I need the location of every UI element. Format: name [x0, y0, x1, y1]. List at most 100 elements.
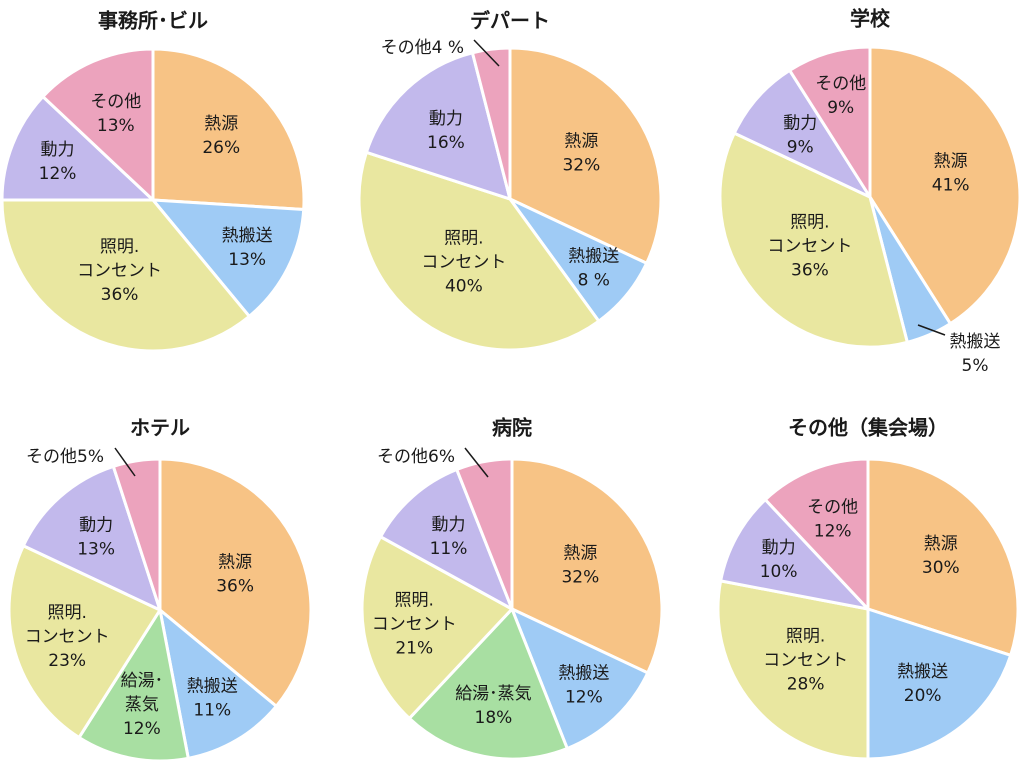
pie-slice — [470, 46, 512, 201]
pie-slice — [41, 47, 155, 202]
slice-label: 給湯･蒸気 — [455, 684, 532, 704]
slice-label: 照明. — [395, 590, 434, 610]
slice-value: 18% — [475, 708, 513, 728]
slice-label: 熱源 — [924, 534, 958, 554]
pie-slice — [158, 608, 278, 760]
slice-value: 16% — [427, 133, 465, 153]
slice-label: 蒸気 — [125, 695, 159, 715]
slice-value: 32% — [561, 568, 599, 588]
pie-slice — [379, 468, 514, 611]
pie-slice — [510, 457, 664, 675]
pie-slice — [788, 45, 872, 199]
slice-value: 8 % — [578, 270, 610, 290]
slice-value: 12% — [39, 164, 77, 184]
slice-label: 熱搬送 — [950, 332, 1001, 352]
slice-label: その他 — [807, 498, 858, 518]
slice-label: 熱源 — [218, 553, 252, 573]
slice-label: 照明. — [790, 213, 829, 233]
slice-label: その他5% — [26, 447, 104, 467]
chart-title: 学校 — [850, 7, 891, 31]
slice-label: 熱搬送 — [568, 246, 619, 266]
slice-value: 5% — [962, 356, 989, 376]
slice-value: 28% — [787, 675, 825, 695]
chart-title: その他（集会場） — [788, 416, 948, 440]
slice-value: 13% — [77, 540, 115, 560]
slice-value: 13% — [97, 116, 135, 136]
pie-slice — [364, 51, 512, 201]
pie-slice — [407, 607, 569, 761]
pie-slice — [718, 131, 909, 349]
slice-value: 30% — [922, 558, 960, 578]
slice-label: 熱搬送 — [897, 662, 948, 682]
pie-slice — [716, 579, 870, 761]
slice-label: その他6% — [377, 447, 455, 467]
slice-label: 熱源 — [204, 114, 238, 134]
slice-label: 熱搬送 — [558, 664, 609, 684]
slice-label: 熱源 — [564, 132, 598, 152]
pie-slice — [866, 457, 1020, 657]
slice-label: その他 — [815, 74, 866, 94]
slice-label: その他 — [90, 92, 141, 112]
chart-title: デパート — [470, 9, 550, 33]
pie-slice — [510, 607, 650, 750]
leader-line — [464, 447, 489, 478]
slice-label: 熱搬送 — [222, 226, 273, 246]
slice-label: 照明. — [786, 627, 825, 647]
pie-slice — [0, 198, 251, 353]
slice-label: 動力 — [432, 515, 466, 535]
pie-slice — [111, 457, 162, 612]
slice-value: 12% — [565, 688, 603, 708]
slice-value: 21% — [395, 638, 433, 658]
slice-label: 動力 — [762, 538, 796, 558]
slice-value: 32% — [562, 156, 600, 176]
slice-label: コンセント — [372, 614, 457, 634]
slice-label: 照明. — [47, 603, 86, 623]
slice-label: 照明. — [444, 229, 483, 249]
chart-title: ホテル — [130, 416, 190, 440]
slice-value: 36% — [216, 577, 254, 597]
chart-title: 病院 — [492, 416, 532, 440]
slice-value: 9% — [827, 98, 854, 118]
slice-label: 給湯･ — [121, 671, 164, 691]
pie-slice — [719, 498, 870, 611]
slice-label: コンセント — [25, 627, 110, 647]
pie-slice — [360, 535, 514, 720]
slice-label: コンセント — [767, 237, 852, 257]
pie-slice — [732, 68, 872, 199]
slice-value: 12% — [123, 719, 161, 739]
slice-label: 熱源 — [563, 544, 597, 564]
slice-label: コンセント — [421, 253, 506, 273]
slice-label: 動力 — [429, 109, 463, 129]
slice-label: 熱搬送 — [187, 676, 238, 696]
slice-value: 12% — [814, 522, 852, 542]
pie-slice — [866, 607, 1013, 761]
pie-slice — [158, 457, 313, 708]
slice-value: 11% — [430, 539, 468, 559]
slice-label: 動力 — [41, 140, 75, 160]
pie-slice — [455, 457, 514, 611]
slice-label: 熱源 — [934, 152, 968, 172]
leader-line — [917, 324, 946, 336]
slice-label: 照明. — [100, 237, 139, 257]
slice-value: 40% — [445, 277, 483, 297]
leader-line — [473, 39, 500, 67]
slice-value: 41% — [932, 176, 970, 196]
pie-slice — [357, 150, 601, 352]
pie-slice — [508, 46, 663, 265]
slice-value: 26% — [202, 138, 240, 158]
pie-slice — [0, 95, 155, 202]
slice-value: 36% — [101, 285, 139, 305]
slice-value: 23% — [48, 651, 86, 671]
slice-label: 動力 — [783, 113, 817, 133]
slice-label: コンセント — [763, 651, 848, 671]
pie-slice — [77, 608, 190, 763]
slice-value: 9% — [787, 137, 814, 157]
slice-label: その他4 % — [381, 38, 464, 58]
slice-label: 動力 — [79, 516, 113, 536]
